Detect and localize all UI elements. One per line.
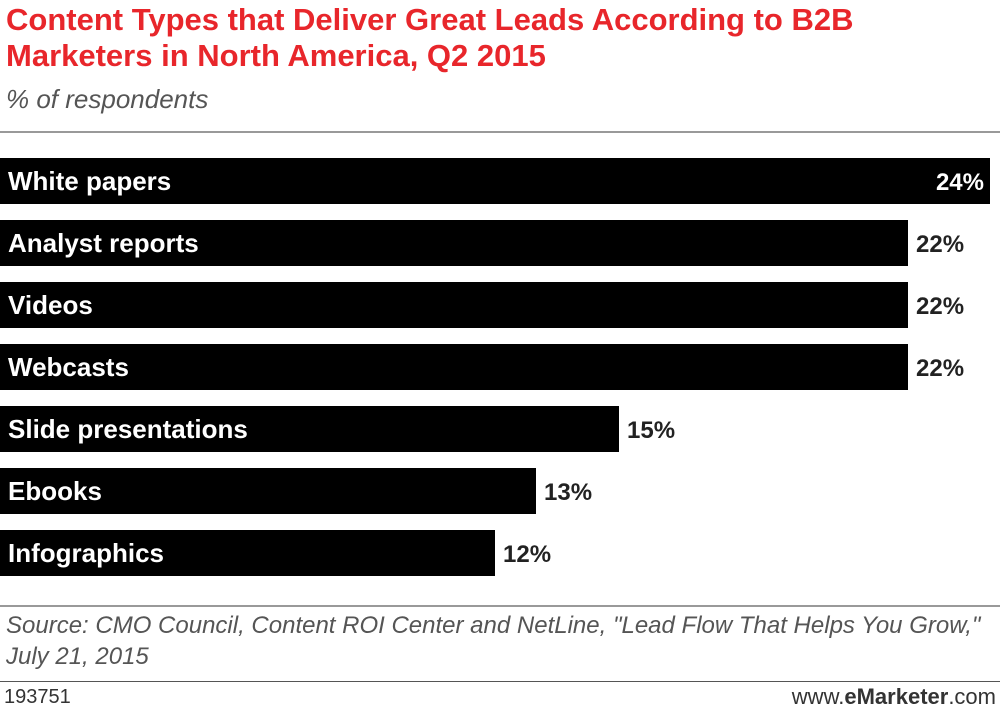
value-label: 24% [936, 169, 984, 196]
brand-prefix: www. [791, 684, 845, 709]
value-label: 22% [916, 231, 964, 258]
bar-analyst-reports [0, 220, 908, 266]
value-label: 22% [916, 293, 964, 320]
bar-slide-presentations [0, 406, 619, 452]
category-label: White papers [8, 166, 171, 196]
brand-suffix: .com [948, 684, 996, 709]
bar-white-papers [0, 158, 990, 204]
title-divider [0, 131, 1000, 133]
category-label: Infographics [8, 538, 164, 568]
chart-subtitle: % of respondents [6, 84, 209, 114]
source-note: Source: CMO Council, Content ROI Center … [6, 612, 981, 670]
footer-divider [0, 681, 1000, 682]
value-label: 13% [544, 479, 592, 506]
value-label: 15% [627, 417, 675, 444]
bar-webcasts [0, 344, 908, 390]
bar-chart: White papers 24% Analyst reports 22% Videos 2… [0, 158, 990, 576]
chart-title: Content Types that Deliver Great Leads A… [6, 2, 854, 73]
bar-videos [0, 282, 908, 328]
category-label: Videos [8, 290, 93, 320]
category-label: Ebooks [8, 476, 102, 506]
source-divider [0, 605, 1000, 607]
category-label: Webcasts [8, 352, 129, 382]
value-label: 22% [916, 355, 964, 382]
emarketer-logo[interactable]: www.eMarketer.com [792, 684, 996, 710]
bar-ebooks [0, 468, 536, 514]
category-label: Slide presentations [8, 414, 248, 444]
value-label: 12% [503, 541, 551, 568]
bar-infographics [0, 530, 495, 576]
chart-id: 193751 [4, 686, 71, 708]
brand-name: eMarketer [844, 684, 949, 709]
category-label: Analyst reports [8, 228, 199, 258]
